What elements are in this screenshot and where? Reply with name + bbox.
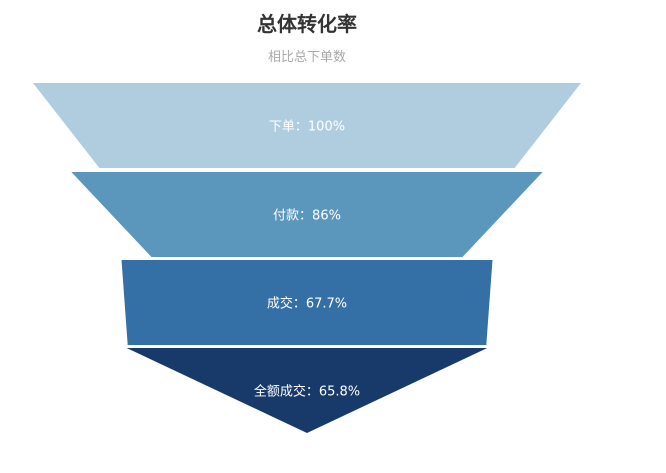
funnel-label-4: 全额成交：65.8%	[254, 384, 360, 400]
funnel-label-1: 下单：100%	[269, 120, 345, 135]
funnel-label-2: 付款：86%	[273, 209, 341, 224]
funnel-label-3: 成交：67.7%	[267, 296, 347, 312]
